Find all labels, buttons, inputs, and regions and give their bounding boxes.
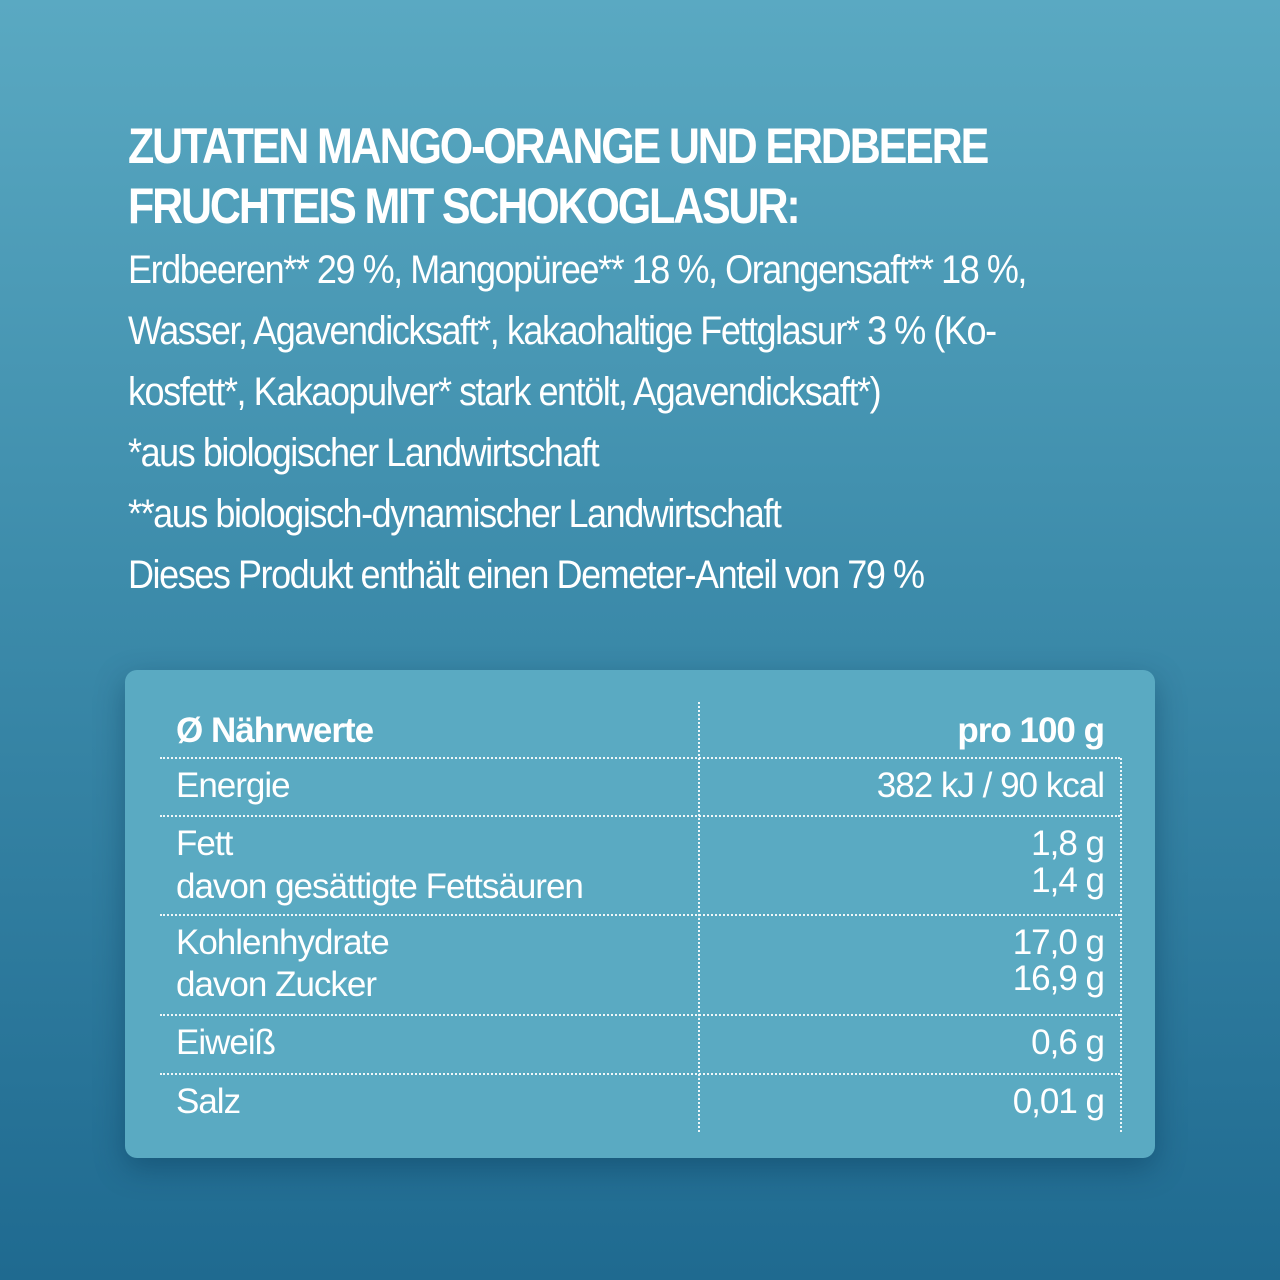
row-value: 0,6 g	[1031, 1023, 1105, 1062]
table-header-row: Ø Nährwerte pro 100 g	[160, 702, 1120, 759]
row-subvalue: 16,9 g	[1012, 959, 1105, 998]
table-row: Fett davon gesättigte Fettsäuren 1,8 g 1…	[160, 817, 1120, 916]
header-label: Ø Nährwerte	[176, 711, 374, 750]
column-divider	[698, 702, 700, 1132]
row-label: Energie	[176, 766, 291, 805]
nutrition-table: Ø Nährwerte pro 100 g Energie 382 kJ / 9…	[125, 670, 1155, 1158]
row-value: 0,01 g	[1012, 1082, 1105, 1121]
row-label: Kohlenhydrate	[176, 923, 390, 962]
row-sublabel: davon Zucker	[176, 965, 377, 1004]
ingredients-line: Erdbeeren** 29 %, Mangopüree** 18 %, Ora…	[128, 248, 1027, 292]
ingredients-heading: ZUTATEN MANGO-ORANGE UND ERDBEERE FRUCHT…	[128, 116, 1127, 236]
table-row: Kohlenhydrate davon Zucker 17,0 g 16,9 g	[160, 916, 1120, 1016]
demeter-share: Dieses Produkt enthält einen Demeter-Ant…	[128, 553, 925, 597]
footnote-organic: *aus biologischer Landwirtschaft	[128, 431, 600, 475]
right-border	[1120, 758, 1122, 1132]
row-value: 1,8 g	[1031, 824, 1105, 863]
row-sublabel: davon gesättigte Fettsäuren	[176, 867, 584, 906]
row-label: Fett	[176, 824, 233, 863]
row-value: 382 kJ / 90 kcal	[876, 766, 1105, 805]
heading-line: ZUTATEN MANGO-ORANGE UND ERDBEERE	[128, 118, 989, 174]
row-label: Eiweiß	[176, 1023, 276, 1062]
heading-line: FRUCHTEIS MIT SCHOKOGLASUR:	[128, 178, 801, 234]
table-row: Energie 382 kJ / 90 kcal	[160, 759, 1120, 817]
footnote-biodynamic: **aus biologisch-dynamischer Landwirtsch…	[128, 492, 782, 536]
table-row: Salz 0,01 g	[160, 1075, 1120, 1132]
ingredients-text: Erdbeeren** 29 %, Mangopüree** 18 %, Ora…	[128, 240, 1126, 606]
table-row: Eiweiß 0,6 g	[160, 1016, 1120, 1075]
row-label: Salz	[176, 1082, 241, 1121]
row-value: 17,0 g	[1012, 923, 1105, 962]
ingredients-line: kosfett*, Kakaopulver* stark entölt, Aga…	[128, 370, 882, 414]
ingredients-line: Wasser, Agavendicksaft*, kakaohaltige Fe…	[128, 309, 997, 353]
row-subvalue: 1,4 g	[1031, 861, 1105, 900]
header-value: pro 100 g	[957, 711, 1105, 750]
